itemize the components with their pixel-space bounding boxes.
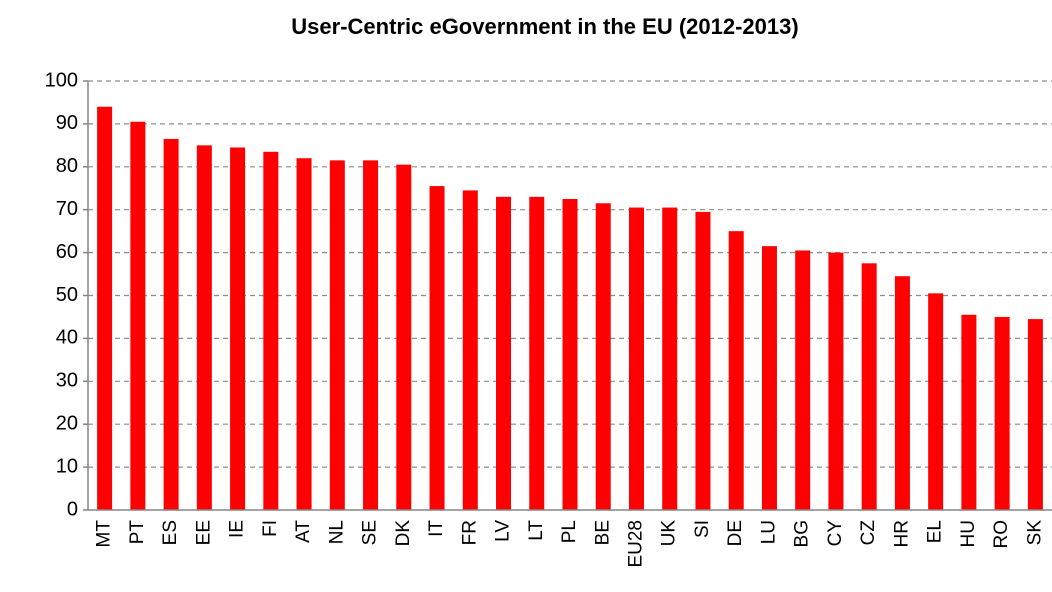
y-tick-label: 40 <box>56 327 78 349</box>
x-tick-label: ES <box>160 520 181 545</box>
x-tick-label: IT <box>426 520 447 537</box>
bar <box>496 196 512 510</box>
x-tick-label: NL <box>326 520 347 544</box>
bar <box>296 158 312 510</box>
x-tick-label: DE <box>725 520 746 546</box>
x-tick-label: BG <box>792 520 813 547</box>
y-tick-label: 100 <box>45 69 78 91</box>
x-tick-label: FI <box>260 520 281 537</box>
bar <box>396 164 412 510</box>
y-tick-label: 70 <box>56 198 78 220</box>
bar <box>529 196 545 510</box>
bar <box>130 121 146 510</box>
x-tick-label: BE <box>592 520 613 545</box>
y-tick-label: 60 <box>56 241 78 263</box>
y-tick-label: 90 <box>56 112 78 134</box>
x-tick-label: CZ <box>858 520 879 546</box>
x-tick-label: EU28 <box>625 520 646 568</box>
bar <box>562 198 578 510</box>
bar <box>994 316 1010 510</box>
x-tick-label: PL <box>559 520 580 543</box>
bar <box>1027 319 1043 510</box>
bar <box>795 250 811 510</box>
y-tick-label: 20 <box>56 412 78 434</box>
bar <box>828 252 844 510</box>
x-tick-label: IE <box>227 520 248 538</box>
bar <box>928 293 944 510</box>
x-tick-label: EL <box>925 520 946 543</box>
x-tick-label: SI <box>692 520 713 538</box>
bar <box>662 207 678 510</box>
y-tick-label: 80 <box>56 155 78 177</box>
x-tick-label: PT <box>127 520 148 545</box>
x-tick-label: AT <box>293 520 314 543</box>
y-tick-label: 0 <box>67 498 78 520</box>
bar <box>263 151 279 510</box>
x-tick-label: SE <box>360 520 381 545</box>
x-tick-label: HU <box>958 520 979 547</box>
bar <box>761 246 777 511</box>
x-tick-label: DK <box>393 520 414 547</box>
bar <box>861 263 877 510</box>
x-tick-label: LU <box>758 520 779 544</box>
bar <box>230 147 246 510</box>
bar <box>429 186 445 511</box>
bar <box>363 160 379 511</box>
bar <box>961 314 977 510</box>
x-tick-label: SK <box>1024 520 1045 546</box>
bar <box>163 138 179 511</box>
chart-title: User-Centric eGovernment in the EU (2012… <box>291 14 798 39</box>
bar <box>728 231 744 510</box>
bar <box>894 276 910 510</box>
x-tick-label: FR <box>459 520 480 545</box>
x-tick-label: RO <box>991 520 1012 549</box>
bar <box>595 203 611 510</box>
bar <box>97 106 113 511</box>
x-tick-label: EE <box>193 520 214 545</box>
bar <box>628 207 644 510</box>
y-tick-label: 10 <box>56 455 78 477</box>
x-tick-label: CY <box>825 520 846 547</box>
x-tick-label: LV <box>493 520 514 542</box>
x-tick-label: HR <box>891 520 912 547</box>
bar <box>196 145 212 510</box>
x-tick-label: LT <box>526 520 547 541</box>
y-tick-label: 50 <box>56 284 78 306</box>
x-tick-label: MT <box>94 520 115 548</box>
x-tick-label: UK <box>659 520 680 547</box>
bar <box>329 160 345 511</box>
bar <box>695 211 711 510</box>
y-tick-label: 30 <box>56 370 78 392</box>
bar <box>462 190 478 510</box>
